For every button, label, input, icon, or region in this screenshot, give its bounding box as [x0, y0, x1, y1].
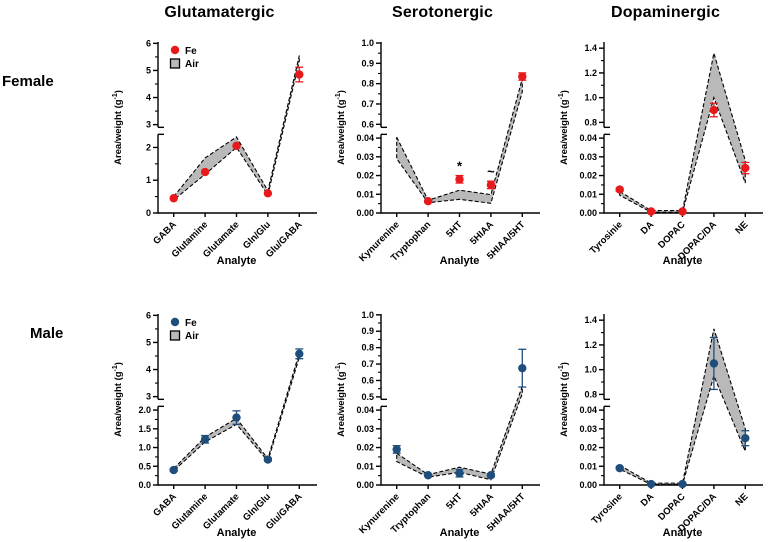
svg-text:0.8: 0.8 [584, 117, 597, 127]
svg-text:Area/weight (g-1): Area/weight (g-1) [335, 362, 347, 437]
svg-text:0.04: 0.04 [579, 405, 597, 415]
svg-text:0.00: 0.00 [356, 208, 374, 218]
svg-text:0.03: 0.03 [356, 424, 374, 434]
svg-text:Air: Air [185, 59, 199, 70]
svg-text:0.04: 0.04 [356, 405, 374, 415]
svg-text:0.8: 0.8 [584, 389, 597, 399]
svg-text:0.02: 0.02 [356, 171, 374, 181]
svg-text:0.04: 0.04 [579, 133, 597, 143]
svg-text:0.00: 0.00 [579, 208, 597, 218]
svg-text:0.7: 0.7 [361, 99, 374, 109]
svg-text:5HIAA: 5HIAA [468, 219, 496, 247]
column-title-dopaminergic: Dopaminergic [610, 4, 721, 21]
svg-text:3: 3 [146, 392, 151, 402]
svg-text:0.6: 0.6 [361, 375, 374, 385]
panel-female-dopaminergic: 0.00 0.01 0.02 0.03 0.04 0.8 1.0 1.2 1.4 Tyrosini… [558, 42, 763, 267]
svg-text:6: 6 [146, 38, 151, 48]
svg-text:0.5: 0.5 [361, 392, 374, 402]
svg-text:0.01: 0.01 [356, 189, 374, 199]
svg-text:0.9: 0.9 [361, 58, 374, 68]
svg-text:0.9: 0.9 [361, 326, 374, 336]
svg-text:0.01: 0.01 [579, 189, 597, 199]
svg-text:DOPAC: DOPAC [656, 219, 688, 251]
svg-text:Analyte: Analyte [663, 527, 703, 539]
svg-text:0: 0 [146, 208, 151, 218]
svg-text:4: 4 [146, 365, 151, 375]
svg-text:Area/weight (g-1): Area/weight (g-1) [558, 90, 570, 165]
svg-text:5HT: 5HT [444, 219, 465, 240]
svg-text:Tyrosinie: Tyrosinie [588, 219, 625, 256]
svg-text:5: 5 [146, 337, 151, 347]
panel-female-serotonergic: 0.000.010.020.030.040.60.70.80.91.0Kynur… [335, 38, 540, 267]
svg-text:1: 1 [146, 175, 151, 185]
svg-text:1.0: 1.0 [361, 38, 374, 48]
svg-text:Fe: Fe [185, 46, 197, 57]
svg-text:DOPAC: DOPAC [656, 491, 688, 523]
svg-text:Air: Air [185, 331, 199, 342]
svg-text:1.5: 1.5 [138, 424, 151, 434]
svg-text:0.00: 0.00 [356, 480, 374, 490]
panel-male-dopaminergic: 0.00 0.01 0.02 0.03 0.04 0.8 1.0 1.2 1.4 Tyrosine… [558, 314, 763, 539]
row-label-male: Male [30, 325, 64, 342]
svg-text:Area/weight (g-1): Area/weight (g-1) [558, 362, 570, 437]
svg-text:5: 5 [146, 65, 151, 75]
svg-text:Analyte: Analyte [663, 255, 703, 267]
svg-text:6: 6 [146, 310, 151, 320]
svg-text:0.03: 0.03 [579, 152, 597, 162]
svg-text:0.00: 0.00 [579, 480, 597, 490]
svg-text:1.2: 1.2 [584, 340, 597, 350]
svg-text:0.0: 0.0 [138, 480, 151, 490]
svg-text:0.5: 0.5 [138, 461, 151, 471]
svg-text:Area/weight (g-1): Area/weight (g-1) [112, 90, 124, 165]
svg-text:GABA: GABA [151, 219, 179, 247]
svg-text:4: 4 [146, 93, 151, 103]
svg-text:Analyte: Analyte [217, 255, 257, 267]
svg-text:5HT: 5HT [444, 491, 465, 512]
svg-text:0.01: 0.01 [356, 461, 374, 471]
svg-text:~: ~ [487, 164, 495, 179]
svg-text:0.02: 0.02 [356, 443, 374, 453]
svg-text:1.0: 1.0 [584, 365, 597, 375]
svg-text:Area/weight (g-1): Area/weight (g-1) [112, 362, 124, 437]
svg-text:3: 3 [146, 120, 151, 130]
svg-text:2: 2 [146, 142, 151, 152]
svg-text:0.02: 0.02 [579, 171, 597, 181]
svg-text:0.01: 0.01 [579, 461, 597, 471]
svg-text:Analyte: Analyte [217, 527, 257, 539]
svg-text:GABA: GABA [151, 491, 179, 519]
svg-text:1.0: 1.0 [584, 93, 597, 103]
svg-text:NE: NE [733, 491, 750, 508]
svg-text:0.6: 0.6 [361, 119, 374, 129]
svg-text:*: * [457, 159, 463, 174]
svg-text:1.4: 1.4 [584, 43, 597, 53]
panel-male-serotonergic: 0.000.010.020.030.040.50.60.70.80.91.0Ky… [335, 310, 540, 539]
svg-text:NE: NE [733, 219, 750, 236]
svg-text:0.03: 0.03 [356, 152, 374, 162]
svg-text:0.7: 0.7 [361, 359, 374, 369]
column-title-glutamatergic: Glutamatergic [164, 4, 275, 21]
svg-text:Analyte: Analyte [440, 255, 480, 267]
svg-text:0.02: 0.02 [579, 443, 597, 453]
svg-text:0.8: 0.8 [361, 343, 374, 353]
row-label-female: Female [2, 73, 54, 90]
svg-text:Fe: Fe [185, 318, 197, 329]
panel-male-glutamatergic: 0.00.51.01.52.03456GABAGlutamineGlutamat… [112, 310, 317, 539]
svg-text:Tyrosine: Tyrosine [590, 491, 625, 526]
svg-text:5HIAA: 5HIAA [468, 491, 496, 519]
svg-text:1.4: 1.4 [584, 315, 597, 325]
svg-text:Area/weight (g-1): Area/weight (g-1) [335, 90, 347, 165]
svg-text:DA: DA [639, 219, 657, 237]
svg-text:1.0: 1.0 [138, 443, 151, 453]
svg-text:DA: DA [639, 491, 657, 509]
svg-text:1.2: 1.2 [584, 68, 597, 78]
column-title-serotonergic: Serotonergic [391, 4, 494, 21]
svg-text:2.0: 2.0 [138, 405, 151, 415]
svg-text:0.04: 0.04 [356, 133, 374, 143]
svg-text:0.03: 0.03 [579, 424, 597, 434]
svg-text:1.0: 1.0 [361, 310, 374, 320]
svg-text:Analyte: Analyte [440, 527, 480, 539]
svg-text:0.8: 0.8 [361, 79, 374, 89]
